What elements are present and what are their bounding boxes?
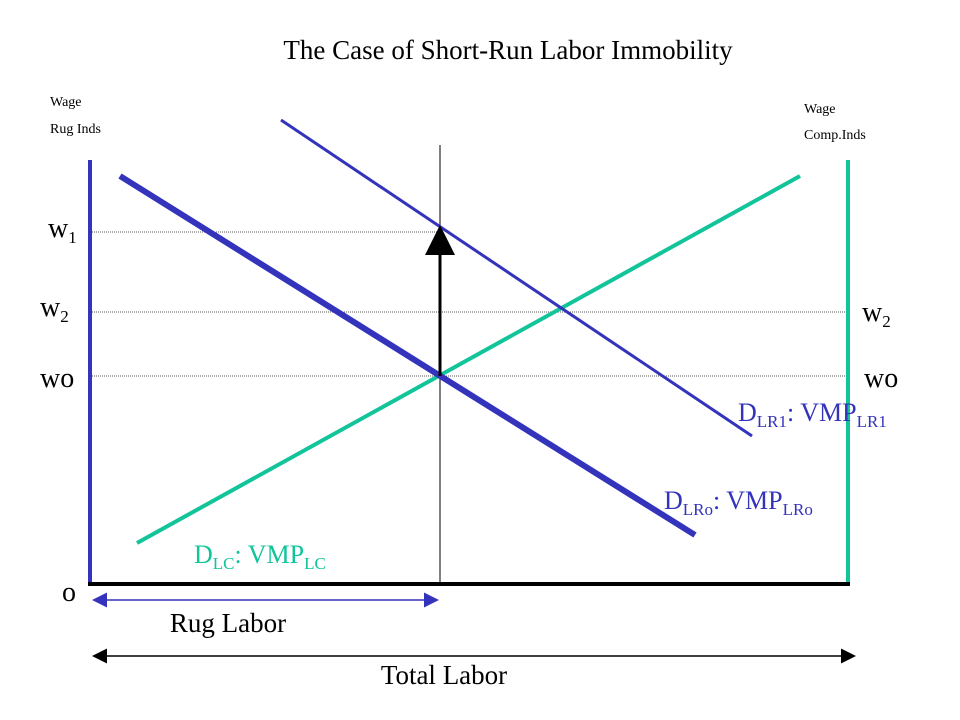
right-axis-caption-line2: Comp.Inds	[804, 128, 866, 143]
dlro-label: DLRo: VMPLRo	[664, 486, 813, 519]
wo-label-right: wo	[864, 363, 898, 394]
dlc-label: DLC: VMPLC	[194, 540, 326, 573]
diagram-title: The Case of Short-Run Labor Immobility	[283, 35, 733, 65]
dlro-curve	[118, 173, 697, 538]
origin-label: o	[62, 577, 76, 608]
w2-label-left: w2	[40, 292, 69, 326]
w2-label-right: w2	[862, 297, 891, 331]
right-axis-caption-line1: Wage	[804, 102, 836, 117]
wo-label-left: wo	[40, 363, 74, 394]
left-axis-caption-line2: Rug Inds	[50, 122, 101, 137]
rug-labor-label: Rug Labor	[170, 608, 286, 638]
w1-label-left: w1	[48, 213, 77, 247]
left-axis-caption-line1: Wage	[50, 95, 82, 110]
dlr1-curve	[280, 118, 753, 438]
dlr1-label: DLR1: VMPLR1	[738, 398, 887, 431]
dlc-curve	[136, 174, 801, 545]
total-labor-label: Total Labor	[381, 660, 507, 690]
